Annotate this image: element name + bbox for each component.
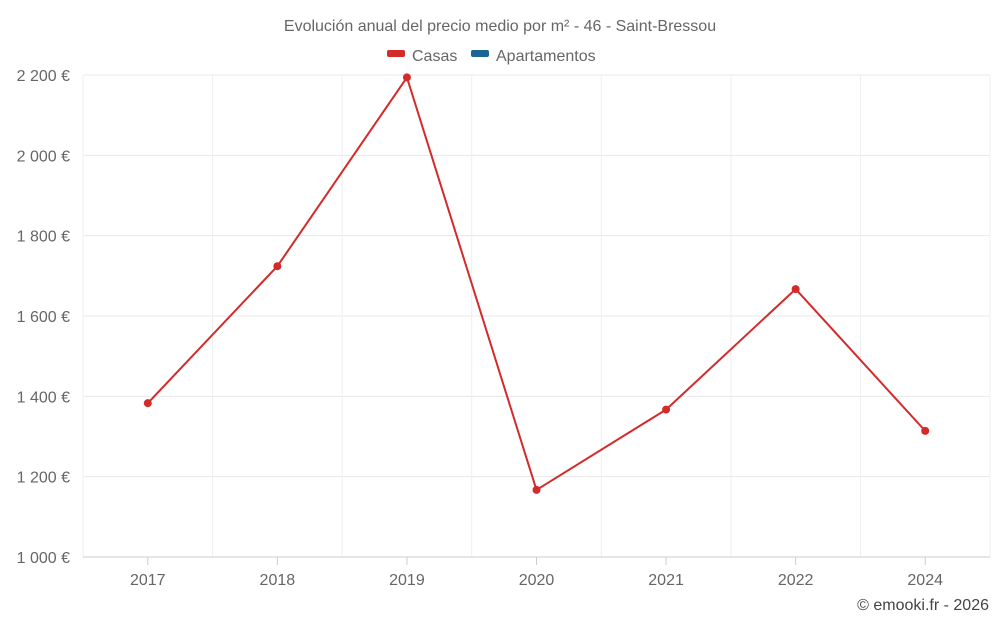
series-line-casas <box>147 76 926 491</box>
x-tick-label: 2019 <box>389 572 425 589</box>
x-tick-label: 2017 <box>130 572 166 589</box>
y-tick-label: 1 000 € <box>17 550 70 567</box>
legend-item-casas[interactable]: Casas <box>387 48 457 65</box>
legend-swatch-apartamentos <box>471 50 489 57</box>
data-point-casas-2021[interactable] <box>662 405 671 414</box>
legend-item-apartamentos[interactable]: Apartamentos <box>471 48 596 65</box>
y-tick-label: 1 600 € <box>17 309 70 326</box>
x-gridlines <box>82 75 991 557</box>
y-gridlines <box>83 74 990 478</box>
data-point-casas-2024[interactable] <box>921 426 930 435</box>
legend: Casas Apartamentos <box>387 48 596 65</box>
y-tick-label: 1 200 € <box>17 470 70 487</box>
data-point-casas-2019[interactable] <box>402 73 411 82</box>
x-tick-label: 2018 <box>260 572 296 589</box>
y-tick-label: 1 400 € <box>17 389 70 406</box>
data-point-casas-2022[interactable] <box>791 285 800 294</box>
chart-title: Evolución anual del precio medio por m² … <box>284 18 716 35</box>
legend-swatch-casas <box>387 50 405 57</box>
credit-text: © emooki.fr - 2026 <box>857 597 989 614</box>
y-tick-label: 2 200 € <box>17 68 70 85</box>
x-tick-label: 2021 <box>648 572 684 589</box>
x-tick-label: 2024 <box>907 572 943 589</box>
data-point-casas-2017[interactable] <box>143 399 152 408</box>
legend-label-apartamentos: Apartamentos <box>496 48 596 65</box>
data-point-casas-2020[interactable] <box>532 485 541 494</box>
y-tick-label: 2 000 € <box>17 148 70 165</box>
x-tick-label: 2020 <box>519 572 555 589</box>
data-point-casas-2018[interactable] <box>273 262 282 271</box>
x-tick-label: 2022 <box>778 572 814 589</box>
y-tick-label: 1 800 € <box>17 229 70 246</box>
y-axis-ticks: 1 000 € 1 200 € 1 400 € 1 600 € 1 800 € 2 000… <box>17 68 70 567</box>
legend-label-casas: Casas <box>412 48 457 65</box>
x-axis-ticks: 2017 2018 2019 2020 2021 2022 2024 <box>130 557 943 589</box>
series-layer <box>143 73 930 494</box>
